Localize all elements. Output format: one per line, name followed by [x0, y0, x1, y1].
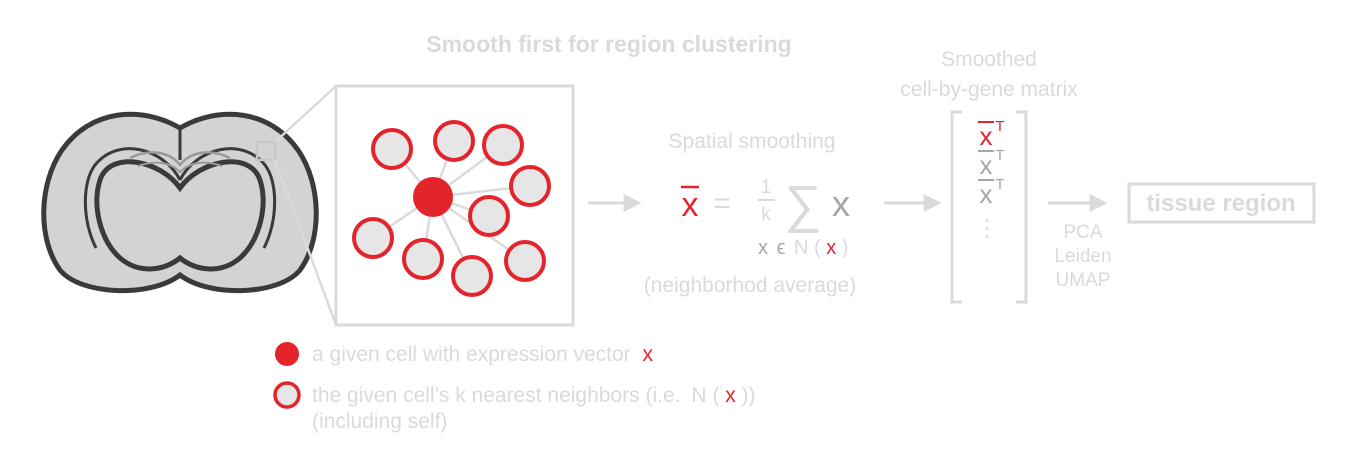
neighbor-cell [504, 240, 546, 282]
given-cell [413, 177, 453, 217]
matrix-row-3: x T [978, 176, 1005, 209]
formula-frac-num: 1 [761, 177, 772, 198]
legend-item-1: a given cell with expression vector x [312, 343, 654, 366]
formula-subscript: x ϵ N ( x ) [758, 237, 848, 259]
tissue-region-box [1127, 182, 1316, 224]
matrix-title-line1: Smoothed [941, 48, 1037, 71]
svg-text:x: x [980, 121, 993, 151]
formula-summand: x [832, 183, 850, 224]
legend-item-2-line2: (including self) [312, 410, 447, 433]
neighbor-cell [402, 238, 444, 280]
sub-N: N [794, 237, 808, 259]
formula-xbar: x [682, 186, 699, 224]
svg-text:x: x [980, 179, 993, 209]
neighbor-cell [371, 128, 413, 170]
sub-close: ) [842, 237, 849, 259]
svg-text:T: T [995, 118, 1004, 135]
matrix-row-2: x T [978, 147, 1005, 180]
smoothing-label: Spatial smoothing [669, 130, 836, 153]
formula-sum-sign: ∑ [784, 176, 821, 234]
neighbor-cell [433, 120, 475, 162]
neighbor-cell [451, 255, 493, 297]
neighbor-cell [352, 217, 394, 259]
zoom-connector-lines [273, 85, 338, 326]
legend-neighbor-icon [273, 381, 301, 409]
smoothing-formula: x = 1 k ∑ x x ϵ N ( x ) [681, 176, 850, 259]
sub-in: ϵ [777, 237, 786, 259]
sub-open: ( [814, 237, 821, 259]
zoom-box [334, 84, 575, 327]
matrix-title-line2: cell-by-gene matrix [900, 78, 1078, 101]
sub-arg: x [826, 237, 836, 259]
brain-section-icon [41, 111, 319, 293]
pipeline-step-umap: UMAP [1056, 270, 1111, 291]
pipeline-step-pca: PCA [1063, 222, 1102, 243]
formula-frac-den: k [761, 204, 771, 225]
neighbor-cell [482, 124, 524, 166]
neighbor-cells [352, 120, 551, 297]
matrix-brackets [950, 110, 1028, 304]
legend-given-cell-icon [275, 342, 299, 366]
matrix-row-1: x T [978, 118, 1005, 151]
svg-text:x: x [980, 150, 993, 180]
neighbor-cell [509, 165, 551, 207]
tissue-region-label: tissue region [1146, 190, 1295, 217]
legend-item-2: the given cell’s k nearest neighbors (i.… [312, 384, 756, 407]
formula-equals: = [713, 187, 731, 220]
matrix-ellipsis: ⋮ [975, 215, 999, 242]
sub-x: x [758, 237, 768, 259]
smoothing-caption: (neighborhod average) [644, 274, 856, 297]
svg-text:T: T [995, 147, 1004, 164]
pipeline-step-leiden: Leiden [1054, 246, 1111, 267]
diagram-title: Smooth first for region clustering [426, 31, 791, 57]
neighbor-cell [468, 195, 510, 237]
svg-text:T: T [995, 176, 1004, 193]
